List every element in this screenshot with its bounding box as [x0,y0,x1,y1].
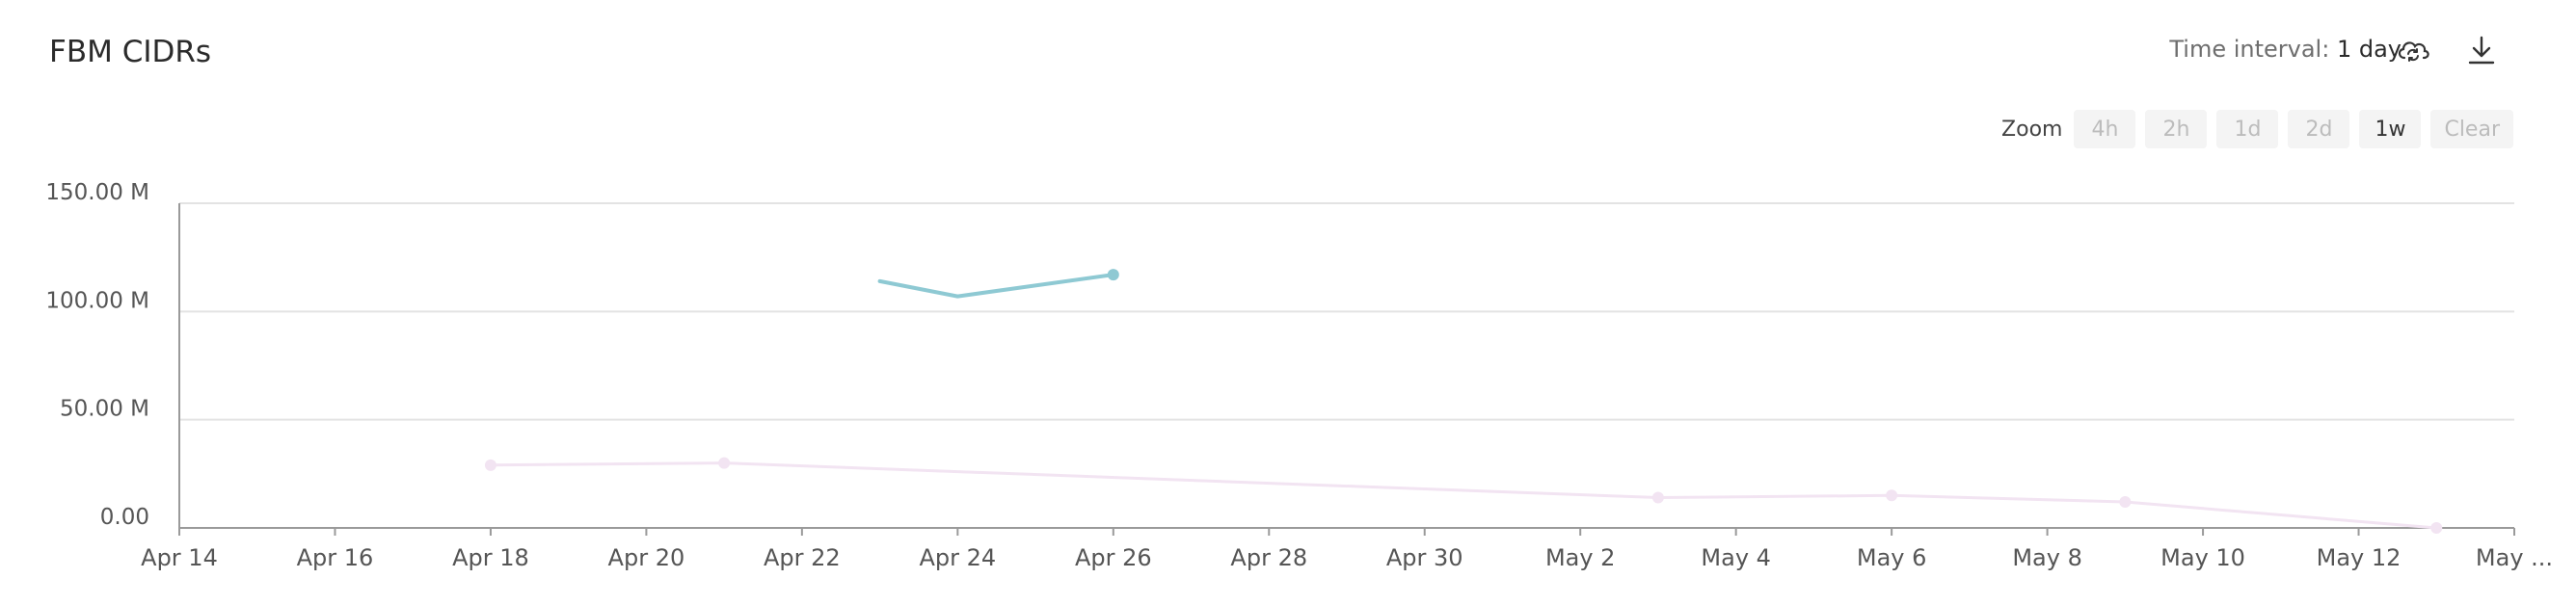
x-tick-label: May 4 [1701,544,1771,571]
x-tick-label: Apr 22 [764,544,841,571]
download-icon[interactable] [2460,31,2503,69]
data-point [2430,522,2443,534]
data-point [718,457,731,469]
x-tick-label: Apr 20 [608,544,685,571]
zoom-clear-button[interactable]: Clear [2430,110,2513,148]
x-tick-label: May 8 [2012,544,2082,571]
x-tick-label: May 6 [1857,544,1927,571]
x-tick-label: May 12 [2317,544,2402,571]
y-tick-label: 0.00 [100,505,149,530]
x-tick-label: May 2 [1545,544,1616,571]
y-tick-label: 50.00 M [60,397,149,422]
x-tick-label: Apr 26 [1075,544,1152,571]
cloud-sync-icon[interactable] [2392,31,2434,69]
chart-title: FBM CIDRs [49,35,212,69]
zoom-label: Zoom [2001,117,2063,142]
zoom-controls: Zoom 4h 2h 1d 2d 1w Clear [2001,110,2513,148]
series-line [489,461,2438,530]
zoom-1w-button[interactable]: 1w [2359,110,2422,148]
x-tick-label: Apr 30 [1386,544,1463,571]
series-line [877,273,1115,299]
zoom-2h-button[interactable]: 2h [2145,110,2208,148]
x-tick-label: Apr 24 [919,544,996,571]
zoom-1d-button[interactable]: 1d [2216,110,2279,148]
x-tick-label: Apr 18 [452,544,529,571]
data-point [484,459,496,471]
y-tick-label: 100.00 M [45,288,149,313]
time-interval-value: 1 day [2336,36,2402,63]
zoom-2d-button[interactable]: 2d [2288,110,2350,148]
x-tick-label: May ... [2476,544,2553,571]
data-point [1651,491,1664,504]
x-tick-label: Apr 28 [1230,544,1307,571]
x-tick-label: Apr 14 [141,544,218,571]
time-interval: Time interval: 1 day [2169,36,2402,63]
x-tick-label: May 10 [2160,544,2245,571]
time-interval-label: Time interval: [2169,36,2330,63]
data-point [1107,269,1119,281]
zoom-4h-button[interactable]: 4h [2074,110,2136,148]
data-point [1886,489,1898,502]
y-tick-label: 150.00 M [45,180,149,205]
data-point [2119,496,2132,509]
x-tick-label: Apr 16 [297,544,374,571]
